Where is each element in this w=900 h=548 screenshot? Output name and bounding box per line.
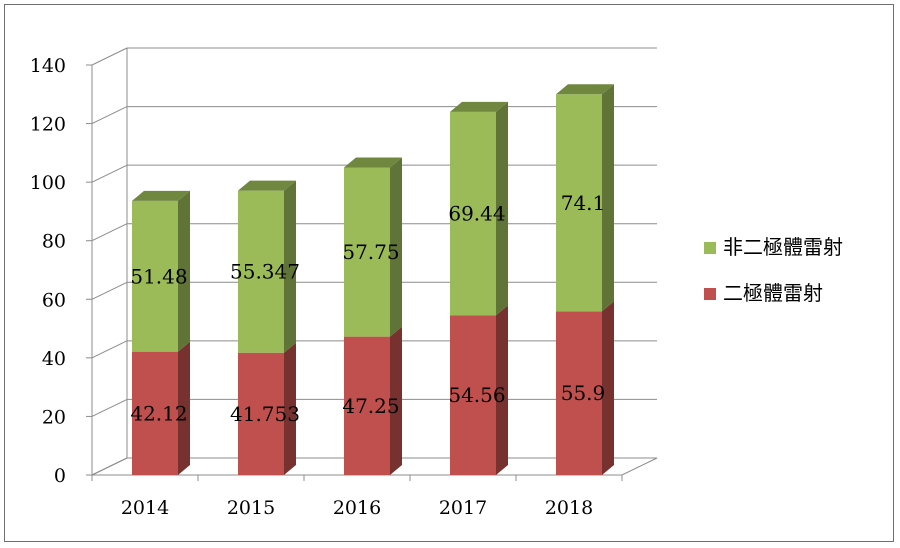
bar-side-2015-0 (284, 342, 296, 475)
bar-2015-二極體雷射 (238, 352, 284, 475)
y-tick-label: 80 (42, 231, 66, 253)
y-axis-tick-labels: 0 20 40 60 80 100 120 140 (30, 55, 66, 487)
bar-2015-非二極體雷射 (238, 190, 284, 353)
bar-2017-二極體雷射 (450, 315, 496, 475)
bar-2016-非二極體雷射 (344, 167, 390, 337)
data-label: 55.9 (561, 381, 606, 405)
x-tick-label: 2016 (333, 497, 381, 519)
bar-side-2018-1 (602, 84, 614, 312)
x-tick-label: 2014 (121, 497, 169, 519)
bar-top-2016 (344, 157, 402, 168)
gridline-side-20 (91, 398, 128, 417)
bars (132, 84, 614, 475)
gridline-side-60 (91, 281, 128, 300)
y-tick-label: 140 (30, 55, 66, 77)
bar-top-2014 (132, 190, 190, 201)
data-label: 42.12 (130, 401, 187, 425)
data-label: 74.1 (561, 191, 606, 215)
legend-label[interactable]: 非二極體雷射 (723, 235, 843, 259)
data-label: 47.25 (342, 394, 399, 418)
bar-side-2014-0 (178, 341, 190, 475)
y-tick-label: 20 (42, 406, 66, 428)
gridline-side-100 (91, 164, 128, 183)
x-tick-label: 2017 (439, 497, 487, 519)
data-label: 54.56 (448, 383, 505, 407)
x-tick-label: 2015 (227, 497, 275, 519)
bar-2018-非二極體雷射 (556, 94, 602, 312)
data-label: 57.75 (342, 240, 399, 264)
bar-top-2015 (238, 180, 296, 191)
gridline-side-80 (91, 223, 128, 242)
legend-label[interactable]: 二極體雷射 (723, 281, 823, 305)
legend-swatch[interactable] (704, 288, 716, 300)
bar-top-2018 (556, 84, 614, 95)
bar-side-2017-0 (496, 305, 508, 475)
bar-2017-非二極體雷射 (450, 111, 496, 316)
y-tick-label: 120 (30, 114, 66, 136)
gridline-side-40 (91, 340, 128, 359)
bar-side-2016-1 (390, 157, 402, 337)
x-tick-label: 2018 (545, 497, 593, 519)
data-label: 69.44 (448, 202, 505, 226)
data-label: 41.753 (230, 402, 300, 426)
gridline-side-140 (91, 47, 128, 66)
bar-2018-二極體雷射 (556, 311, 602, 475)
y-tick-label: 0 (54, 465, 66, 487)
data-label: 55.347 (230, 260, 300, 284)
y-tick-label: 60 (42, 289, 66, 311)
data-labels: 42.12 51.48 41.753 55.347 47.25 57.75 54.56 69.… (130, 191, 605, 426)
bar-top-2017 (450, 101, 508, 112)
legend-swatch[interactable] (704, 242, 716, 254)
y-tick-label: 40 (42, 348, 66, 370)
bar-2016-二極體雷射 (344, 336, 390, 475)
bar-side-2014-1 (178, 190, 190, 352)
bar-side-2015-1 (284, 180, 296, 353)
gridline-side-120 (91, 106, 128, 125)
y-tick-label: 100 (30, 172, 66, 194)
x-axis-tick-labels: 2014 2015 2016 2017 2018 (121, 497, 593, 519)
bar-2014-二極體雷射 (132, 351, 178, 475)
bar-2014-非二極體雷射 (132, 200, 178, 352)
bar-side-2018-0 (602, 301, 614, 475)
bar-side-2017-1 (496, 101, 508, 316)
data-label: 51.48 (130, 264, 187, 288)
bar-side-2016-0 (390, 326, 402, 475)
